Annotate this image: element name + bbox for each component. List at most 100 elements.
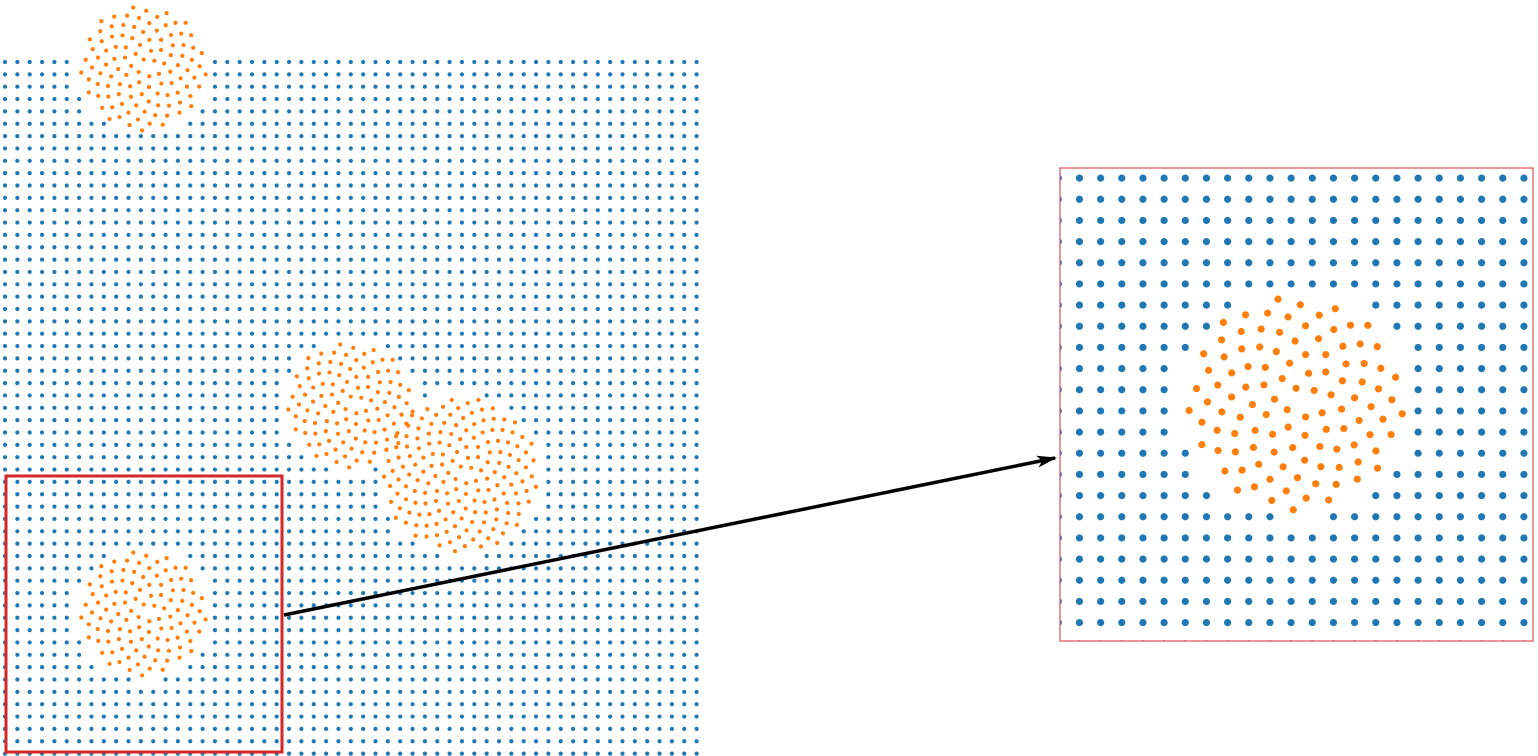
grid-dot — [447, 269, 452, 275]
grid-dot — [657, 652, 662, 657]
cluster-dot — [385, 413, 390, 418]
grid-dot — [212, 257, 218, 262]
cluster-dot — [116, 66, 121, 72]
grid-dot — [114, 343, 119, 349]
grid-dot — [558, 529, 563, 534]
grid-dot — [657, 208, 662, 213]
grid-dot — [286, 541, 292, 546]
grid-dot — [546, 652, 551, 657]
grid-dot — [237, 183, 242, 188]
grid-dot — [324, 282, 329, 287]
grid-dot — [286, 269, 292, 275]
grid-dot — [435, 343, 440, 349]
grid-dot — [620, 393, 625, 398]
cluster-dot — [406, 388, 411, 393]
grid-dot — [496, 702, 502, 707]
grid-dot — [64, 356, 69, 361]
grid-dot — [608, 59, 613, 65]
grid-dot — [114, 319, 119, 324]
grid-dot — [546, 578, 551, 583]
grid-dot — [286, 72, 292, 77]
grid-dot — [27, 492, 32, 497]
grid-dot — [509, 59, 514, 65]
grid-dot — [632, 343, 637, 349]
cluster-dot — [415, 436, 420, 441]
grid-dot — [447, 146, 452, 151]
grid-dot — [410, 171, 415, 176]
grid-dot — [546, 628, 551, 633]
grid-dot — [324, 257, 329, 262]
cluster-dot — [359, 395, 364, 400]
grid-dot — [89, 479, 94, 484]
grid-dot — [311, 628, 316, 633]
grid-dot — [27, 343, 32, 349]
grid-dot — [286, 553, 292, 559]
grid-dot — [435, 257, 440, 262]
grid-dot — [348, 134, 353, 139]
grid-dot — [212, 689, 218, 694]
grid-dot — [373, 714, 378, 719]
grid-dot — [361, 306, 366, 312]
grid-dot — [188, 418, 193, 423]
grid-dot — [237, 245, 242, 250]
grid-dot — [533, 294, 539, 299]
grid-dot — [2, 72, 8, 77]
grid-dot — [163, 689, 168, 694]
grid-dot — [126, 467, 131, 472]
grid-dot — [324, 171, 329, 176]
grid-dot — [286, 702, 292, 707]
grid-dot — [632, 245, 637, 250]
grid-dot — [373, 183, 378, 188]
grid-dot — [546, 689, 551, 694]
grid-dot — [373, 652, 378, 657]
grid-dot — [2, 59, 8, 65]
grid-dot — [286, 257, 292, 262]
cluster-dot — [191, 590, 196, 595]
grid-dot — [558, 430, 563, 435]
grid-dot — [583, 603, 588, 608]
grid-dot — [324, 294, 329, 299]
cluster-dot — [482, 499, 487, 505]
grid-dot — [385, 109, 390, 114]
grid-dot — [249, 615, 255, 620]
grid-dot — [101, 319, 106, 324]
grid-dot — [373, 640, 378, 645]
grid-dot — [274, 232, 279, 237]
grid-dot — [249, 516, 255, 522]
grid-dot — [472, 220, 477, 225]
grid-dot — [64, 455, 69, 460]
grid-dot — [583, 183, 588, 188]
grid-dot — [595, 479, 600, 484]
cluster-dot — [396, 370, 401, 375]
grid-dot — [422, 109, 427, 114]
grid-dot — [632, 492, 637, 497]
grid-dot — [212, 109, 218, 114]
grid-dot — [373, 195, 378, 200]
grid-dot — [385, 331, 390, 336]
grid-dot — [620, 702, 625, 707]
grid-dot — [595, 84, 600, 89]
cluster-dot — [95, 626, 100, 632]
grid-dot — [620, 158, 625, 163]
grid-dot — [2, 418, 8, 423]
grid-dot — [249, 343, 255, 349]
grid-dot — [620, 442, 625, 447]
grid-dot — [669, 183, 675, 188]
grid-dot — [200, 665, 205, 670]
grid-dot — [669, 146, 675, 151]
grid-dot — [27, 615, 32, 620]
grid-dot — [496, 677, 502, 682]
cluster-dot — [440, 404, 446, 409]
grid-dot — [336, 578, 341, 583]
grid-dot — [558, 72, 563, 77]
grid-dot — [694, 714, 699, 719]
grid-dot — [521, 220, 526, 225]
grid-dot — [39, 504, 45, 509]
grid-dot — [459, 59, 465, 65]
grid-dot — [212, 245, 218, 250]
grid-dot — [398, 751, 403, 756]
grid-dot — [188, 665, 193, 670]
cluster-dot — [175, 90, 180, 95]
grid-dot — [583, 751, 588, 756]
grid-dot — [657, 59, 662, 65]
